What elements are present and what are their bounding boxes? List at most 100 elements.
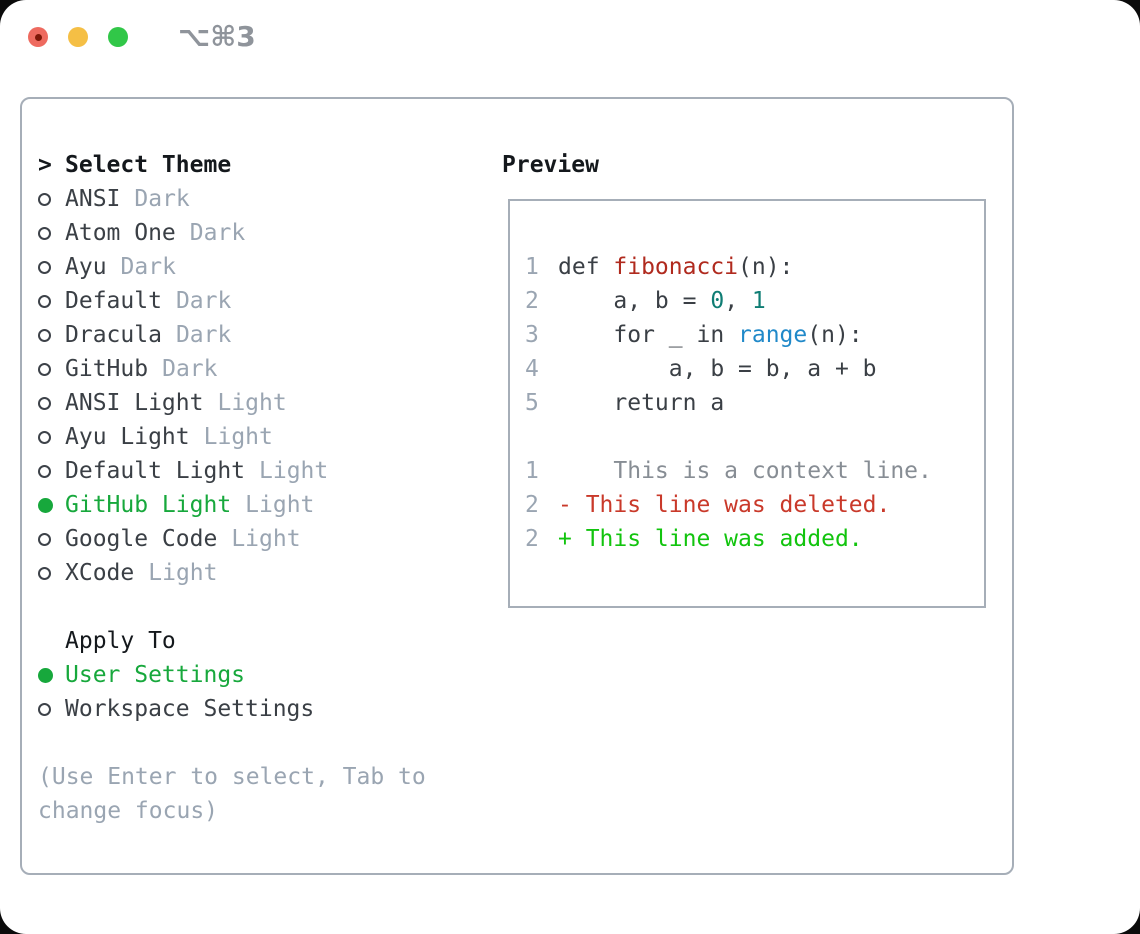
theme-option-google-code[interactable]: Google Code Light (38, 522, 470, 556)
radio-circle-icon (38, 294, 51, 308)
line-number: 1 (525, 254, 539, 280)
theme-option-ansi-light[interactable]: ANSI Light Light (38, 386, 470, 420)
line-number: 1 (525, 458, 539, 484)
preview-header: Preview (502, 152, 599, 178)
radio-marker (38, 294, 65, 308)
theme-option-default[interactable]: Default Dark (38, 284, 470, 318)
radio-circle-icon (38, 260, 51, 274)
code-segment: def (558, 254, 614, 280)
theme-option-xcode[interactable]: XCode Light (38, 556, 470, 590)
code-segment: return a (558, 390, 725, 416)
theme-variant: Light (217, 390, 287, 416)
line-content: def fibonacci(n): (558, 250, 793, 284)
theme-name: Dracula (65, 322, 162, 348)
radio-circle-icon (38, 667, 53, 683)
line-content: + This line was added. (558, 522, 863, 556)
theme-option-atom-one[interactable]: Atom One Dark (38, 216, 470, 250)
line-number (525, 420, 558, 454)
radio-marker (38, 430, 65, 444)
theme-variant: Dark (175, 288, 232, 314)
radio-marker (38, 497, 65, 513)
line-content: a, b = b, a + b (558, 352, 877, 386)
theme-variant: Light (259, 458, 329, 484)
preview-line: 2 - This line was deleted. (525, 488, 976, 522)
minimize-button[interactable] (68, 27, 88, 47)
radio-circle-icon (38, 192, 51, 206)
theme-option-ayu[interactable]: Ayu Dark (38, 250, 470, 284)
radio-marker (38, 362, 65, 376)
code-segment: a, b = (558, 288, 711, 314)
code-segment: + This line was added. (558, 526, 863, 552)
radio-circle-icon (38, 464, 51, 478)
radio-marker (38, 226, 65, 240)
code-segment: fibonacci (613, 254, 739, 280)
code-segment: a, b = b, a + b (558, 356, 877, 382)
theme-option-ayu-light[interactable]: Ayu Light Light (38, 420, 470, 454)
radio-circle-icon (38, 566, 51, 580)
theme-variant: Light (203, 424, 273, 450)
code-segment: (n): (738, 254, 794, 280)
preview-line: 2 + This line was added. (525, 522, 976, 556)
close-button[interactable] (28, 27, 48, 47)
theme-name: Default (65, 288, 162, 314)
radio-marker (38, 702, 65, 716)
preview-line: 2 a, b = 0, 1 (525, 284, 976, 318)
apply-to-option-workspace-settings[interactable]: Workspace Settings (38, 692, 470, 726)
theme-variant: Dark (175, 322, 232, 348)
radio-marker (38, 667, 65, 683)
line-number: 2 (525, 492, 539, 518)
hint-text: (Use Enter to select, Tab to change focu… (38, 764, 426, 824)
select-theme-header: Select Theme (65, 152, 232, 178)
theme-name: ANSI (65, 186, 121, 212)
apply-to-list: User Settings Workspace Settings (38, 658, 470, 726)
theme-name: Ayu (65, 254, 107, 280)
zoom-button[interactable] (108, 27, 128, 47)
theme-name: GitHub (65, 356, 149, 382)
theme-variant: Light (148, 560, 218, 586)
theme-name: Atom One (65, 220, 176, 246)
preview-line: 4 a, b = b, a + b (525, 352, 976, 386)
theme-name: GitHub Light (65, 492, 232, 518)
theme-variant: Dark (189, 220, 246, 246)
radio-circle-icon (38, 497, 53, 513)
preview-line: 5 return a (525, 386, 976, 420)
theme-variant: Dark (162, 356, 218, 382)
code-segment: , (724, 288, 752, 314)
apply-to-option-user-settings[interactable]: User Settings (38, 658, 470, 692)
radio-circle-icon (38, 226, 51, 240)
theme-selector: > Select Theme ANSI Dark Atom One Dark A… (38, 148, 470, 828)
radio-marker (38, 396, 65, 410)
code-segment: 1 (751, 288, 766, 314)
line-content: This is a context line. (558, 454, 932, 488)
apply-to-header: Apply To (65, 628, 176, 654)
theme-variant: Dark (120, 254, 176, 280)
apply-to-label: User Settings (65, 662, 246, 688)
line-content: - This line was deleted. (558, 488, 890, 522)
theme-option-ansi[interactable]: ANSI Dark (38, 182, 470, 216)
radio-marker (38, 328, 65, 342)
line-content: for _ in range(n): (558, 318, 863, 352)
spacer (38, 590, 470, 624)
theme-variant: Light (231, 526, 301, 552)
theme-variant: Light (245, 492, 315, 518)
code-segment: for _ in (558, 322, 739, 348)
theme-name: Default Light (65, 458, 246, 484)
main-panel: > Select Theme ANSI Dark Atom One Dark A… (20, 97, 1014, 875)
line-number: 2 (525, 526, 539, 552)
theme-option-default-light[interactable]: Default Light Light (38, 454, 470, 488)
radio-marker (38, 532, 65, 546)
code-segment: 0 (710, 288, 725, 314)
radio-marker (38, 260, 65, 274)
code-segment: (n): (807, 322, 863, 348)
window-title: ⌥⌘3 (178, 20, 256, 53)
radio-circle-icon (38, 430, 51, 444)
preview-line (525, 420, 976, 454)
apply-to-header-row: Apply To (38, 624, 470, 658)
theme-option-dracula[interactable]: Dracula Dark (38, 318, 470, 352)
radio-circle-icon (38, 532, 51, 546)
code-segment: This is a context line. (558, 458, 932, 484)
theme-list: ANSI Dark Atom One Dark Ayu Dark Default… (38, 182, 470, 590)
theme-option-github[interactable]: GitHub Dark (38, 352, 470, 386)
theme-option-github-light[interactable]: GitHub Light Light (38, 488, 470, 522)
